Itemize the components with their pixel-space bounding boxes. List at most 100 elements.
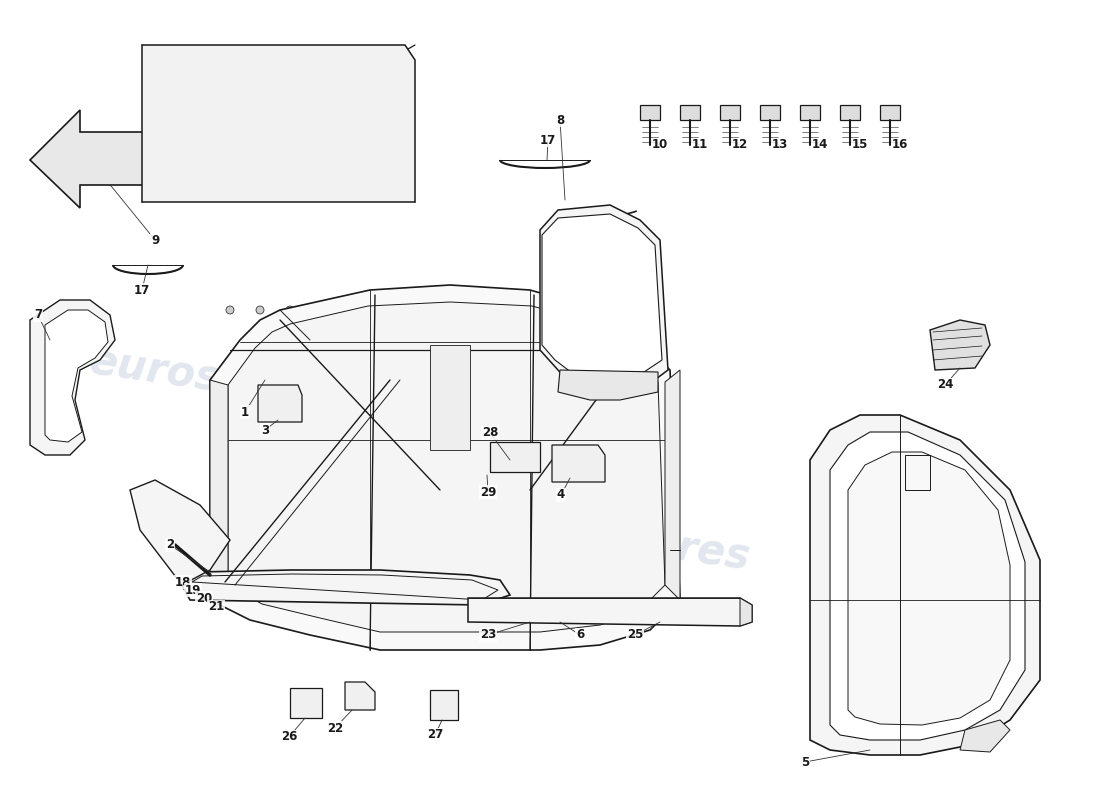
Polygon shape — [640, 105, 660, 120]
Circle shape — [496, 306, 504, 314]
Circle shape — [148, 162, 155, 169]
Polygon shape — [830, 432, 1025, 740]
Text: 28: 28 — [482, 426, 498, 439]
Text: 8: 8 — [556, 114, 564, 126]
Text: 9: 9 — [151, 234, 160, 246]
Text: 11: 11 — [692, 138, 708, 151]
Polygon shape — [210, 380, 228, 600]
Circle shape — [725, 605, 736, 615]
Text: 16: 16 — [892, 138, 909, 151]
Text: 15: 15 — [851, 138, 868, 151]
Text: 19: 19 — [185, 583, 201, 597]
Circle shape — [515, 605, 526, 615]
Circle shape — [616, 306, 624, 314]
Circle shape — [148, 122, 155, 129]
Text: 17: 17 — [540, 134, 557, 146]
Polygon shape — [558, 370, 658, 400]
Text: 5: 5 — [801, 755, 810, 769]
Polygon shape — [142, 45, 415, 202]
Polygon shape — [848, 452, 1010, 725]
Polygon shape — [552, 445, 605, 482]
Text: 20: 20 — [196, 591, 212, 605]
Circle shape — [694, 605, 705, 615]
Polygon shape — [468, 598, 752, 626]
Circle shape — [406, 306, 414, 314]
Polygon shape — [30, 300, 116, 455]
Text: 10: 10 — [652, 138, 668, 151]
Circle shape — [605, 605, 616, 615]
Circle shape — [308, 698, 317, 707]
Polygon shape — [290, 688, 322, 718]
Circle shape — [556, 306, 564, 314]
Polygon shape — [680, 105, 700, 120]
Circle shape — [286, 306, 294, 314]
Circle shape — [635, 605, 646, 615]
Polygon shape — [182, 570, 510, 605]
Polygon shape — [430, 345, 470, 450]
Circle shape — [256, 306, 264, 314]
Text: 24: 24 — [937, 378, 954, 391]
Text: eurospares: eurospares — [87, 341, 353, 419]
Circle shape — [148, 142, 155, 149]
Circle shape — [574, 605, 585, 615]
Circle shape — [376, 306, 384, 314]
Circle shape — [148, 182, 155, 189]
Text: 23: 23 — [480, 629, 496, 642]
Text: eurospares: eurospares — [487, 501, 754, 579]
Text: 25: 25 — [627, 629, 644, 642]
Polygon shape — [258, 385, 303, 422]
Circle shape — [526, 306, 534, 314]
Text: 21: 21 — [208, 601, 224, 614]
Circle shape — [646, 306, 654, 314]
Circle shape — [148, 82, 155, 89]
Text: 18: 18 — [175, 575, 191, 589]
Polygon shape — [540, 205, 668, 392]
Polygon shape — [810, 415, 1040, 755]
Circle shape — [346, 306, 354, 314]
Circle shape — [586, 306, 594, 314]
Text: 13: 13 — [772, 138, 788, 151]
Polygon shape — [930, 320, 990, 370]
Polygon shape — [760, 105, 780, 120]
Polygon shape — [45, 310, 108, 442]
Polygon shape — [130, 480, 230, 585]
Polygon shape — [960, 720, 1010, 752]
Polygon shape — [30, 110, 220, 208]
Polygon shape — [880, 105, 900, 120]
Polygon shape — [430, 690, 458, 720]
Text: 12: 12 — [732, 138, 748, 151]
Text: 2: 2 — [166, 538, 174, 551]
Polygon shape — [210, 285, 680, 650]
Text: 3: 3 — [261, 423, 270, 437]
Circle shape — [480, 476, 492, 488]
Text: 7: 7 — [34, 309, 42, 322]
Circle shape — [226, 306, 234, 314]
Circle shape — [484, 605, 495, 615]
Text: 6: 6 — [576, 629, 584, 642]
Circle shape — [296, 698, 305, 707]
Text: 1: 1 — [241, 406, 249, 418]
Polygon shape — [740, 598, 752, 626]
Polygon shape — [840, 105, 860, 120]
Text: 29: 29 — [480, 486, 496, 498]
Circle shape — [466, 306, 474, 314]
Circle shape — [664, 605, 675, 615]
Text: 27: 27 — [427, 729, 443, 742]
Polygon shape — [345, 682, 375, 710]
Text: 22: 22 — [327, 722, 343, 734]
Circle shape — [316, 306, 324, 314]
Circle shape — [436, 306, 444, 314]
Text: 26: 26 — [280, 730, 297, 743]
Circle shape — [148, 62, 155, 69]
Polygon shape — [490, 442, 540, 472]
Polygon shape — [228, 302, 666, 632]
Circle shape — [544, 605, 556, 615]
Text: 14: 14 — [812, 138, 828, 151]
Polygon shape — [666, 370, 680, 600]
Circle shape — [148, 102, 155, 109]
Polygon shape — [720, 105, 740, 120]
Polygon shape — [800, 105, 820, 120]
Text: 4: 4 — [557, 489, 565, 502]
Polygon shape — [542, 214, 662, 378]
Text: 17: 17 — [134, 283, 150, 297]
